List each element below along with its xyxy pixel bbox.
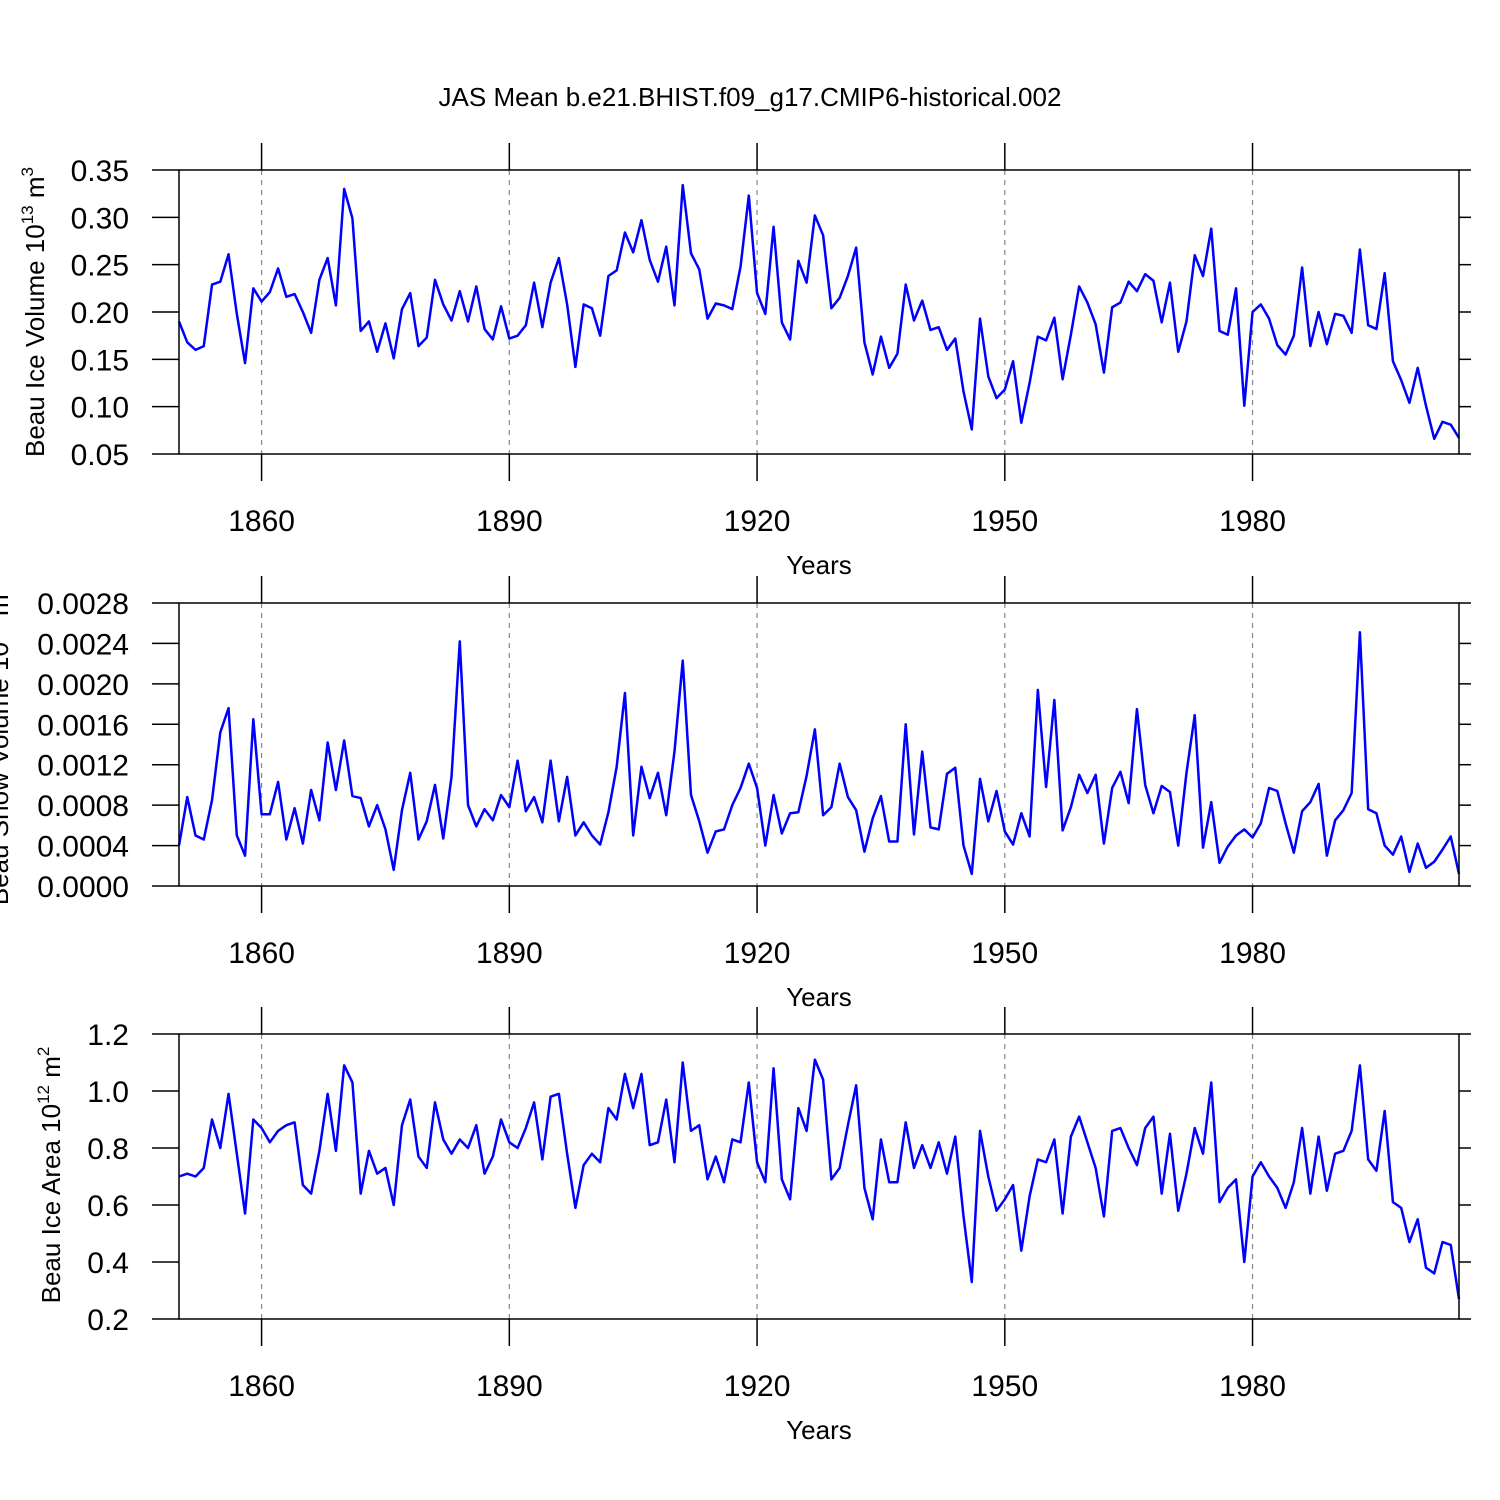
y-axis-label: Beau Ice Area 1012 m2 [34,1047,66,1304]
y-tick-label: 0.4 [87,1247,129,1280]
y-label-exponent: 13 [0,623,1,642]
y-tick-label: 0.35 [71,155,129,188]
data-line [177,183,1461,441]
x-tick-label: 1920 [724,937,791,970]
plot-frame [178,602,1460,887]
y-label-exponent: 13 [18,205,37,224]
x-tick-label: 1950 [971,1370,1038,1403]
x-tick-label: 1980 [1219,937,1286,970]
y-tick-label: 0.0016 [37,709,129,742]
x-tick-label: 1890 [476,505,543,538]
y-tick-label: 0.0024 [37,628,129,661]
y-tick-label: 0.25 [71,250,129,283]
plot-frame [178,1033,1460,1320]
x-tick-label: 1890 [476,1370,543,1403]
x-tick-label: 1860 [228,505,295,538]
x-tick-label: 1920 [724,1370,791,1403]
x-axis-label: Years [786,550,852,580]
x-tick-label: 1920 [724,505,791,538]
y-tick-label: 0.0020 [37,669,129,702]
y-axis-label: Beau Ice Volume 1013 m3 [18,167,50,457]
y-label-unit: m [0,594,14,623]
x-axis-label: Years [786,1415,852,1445]
x-tick-label: 1950 [971,937,1038,970]
y-label-unit-exponent: 3 [18,167,37,176]
y-label-unit-exponent: 3 [0,585,1,594]
y-label-unit-exponent: 2 [34,1047,53,1056]
x-tick-label: 1980 [1219,1370,1286,1403]
x-tick-label: 1980 [1219,505,1286,538]
y-axis-label: Beau Snow Volume 1013 m3 [0,585,14,905]
x-tick-label: 1860 [228,1370,295,1403]
plot-frame [178,169,1460,455]
y-tick-label: 0.15 [71,344,129,377]
y-tick-label: 0.0012 [37,750,129,783]
data-line [178,1058,1461,1300]
y-tick-label: 0.6 [87,1190,129,1223]
y-label-text: Beau Snow Volume 10 [0,642,14,905]
y-tick-label: 0.8 [87,1133,129,1166]
y-label-exponent: 12 [34,1085,53,1104]
y-tick-label: 0.20 [71,297,129,330]
y-label-unit: m [20,176,50,205]
x-axis-label: Years [786,982,852,1012]
y-tick-label: 0.10 [71,392,129,425]
y-tick-label: 1.0 [87,1076,129,1109]
y-label-text: Beau Ice Area 10 [36,1104,66,1303]
y-tick-label: 0.30 [71,202,129,235]
y-tick-label: 1.2 [87,1019,129,1052]
y-tick-label: 0.0000 [37,871,129,904]
y-tick-label: 0.0028 [37,588,129,621]
chart-title: JAS Mean b.e21.BHIST.f09_g17.CMIP6-histo… [439,82,1062,112]
y-label-unit: m [36,1056,66,1085]
y-tick-label: 0.0004 [37,831,129,864]
x-tick-label: 1950 [971,505,1038,538]
y-tick-label: 0.05 [71,439,129,472]
y-tick-label: 0.0008 [37,790,129,823]
x-tick-label: 1860 [228,937,295,970]
data-line [177,631,1461,876]
y-label-text: Beau Ice Volume 10 [20,224,50,457]
y-tick-label: 0.2 [87,1304,129,1337]
x-tick-label: 1890 [476,937,543,970]
